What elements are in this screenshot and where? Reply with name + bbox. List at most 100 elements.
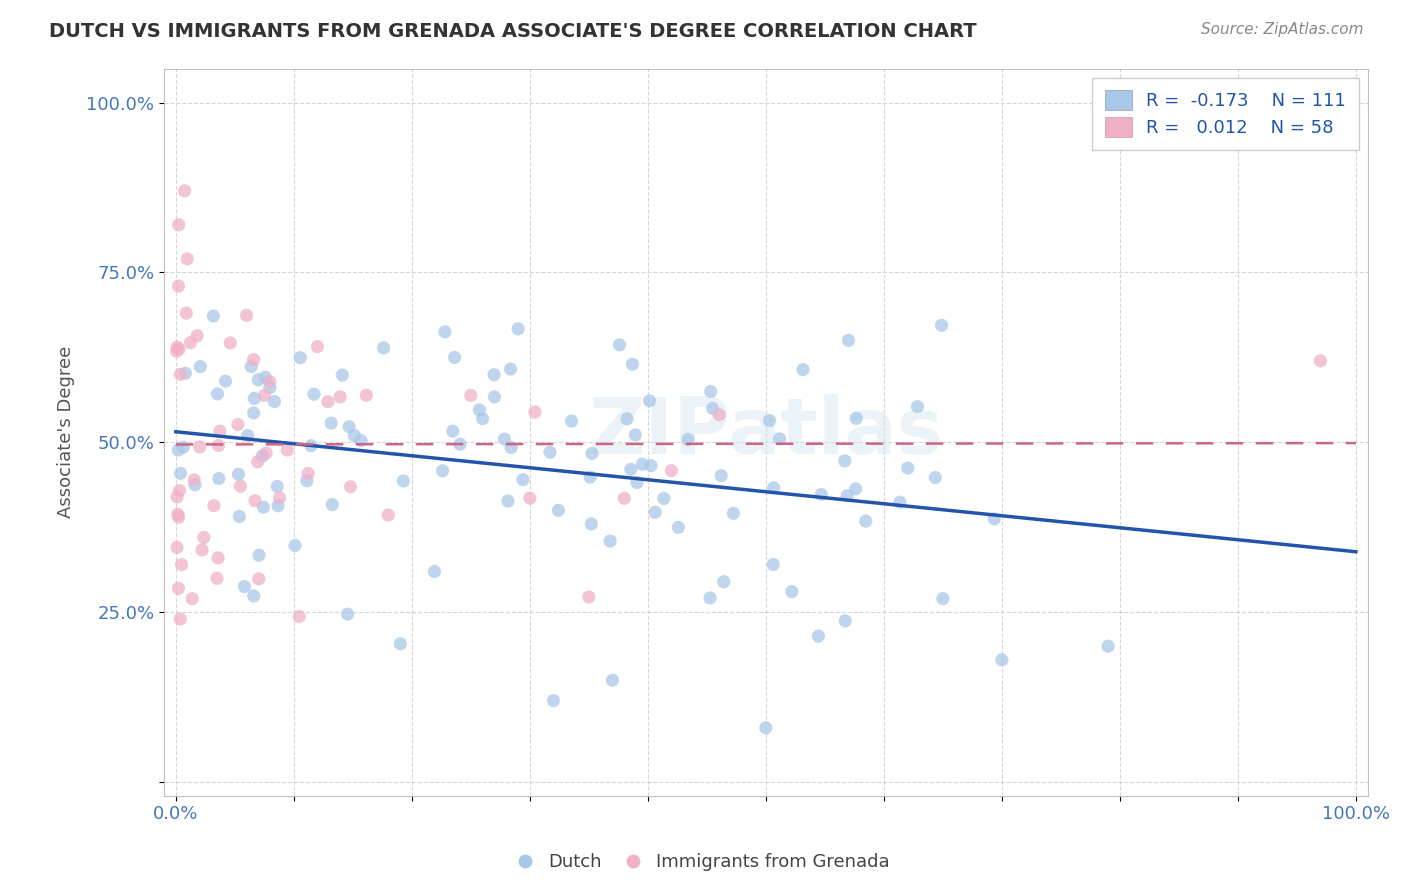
Point xyxy=(183,473,205,487)
Point xyxy=(166,490,188,504)
Point xyxy=(302,387,325,401)
Point xyxy=(845,411,868,425)
Text: DUTCH VS IMMIGRANTS FROM GRENADA ASSOCIATE'S DEGREE CORRELATION CHART: DUTCH VS IMMIGRANTS FROM GRENADA ASSOCIA… xyxy=(49,22,977,41)
Point xyxy=(638,393,661,408)
Point xyxy=(449,437,471,451)
Point xyxy=(699,591,721,605)
Point xyxy=(181,591,204,606)
Point xyxy=(186,328,208,343)
Point xyxy=(932,591,955,606)
Point xyxy=(267,499,290,513)
Point xyxy=(169,612,191,626)
Point xyxy=(837,489,859,503)
Point xyxy=(350,434,373,448)
Point xyxy=(433,325,456,339)
Point xyxy=(762,481,785,495)
Point xyxy=(253,388,276,402)
Point xyxy=(193,531,215,545)
Point xyxy=(620,462,643,476)
Point xyxy=(519,491,541,505)
Point xyxy=(460,388,482,402)
Point xyxy=(254,370,277,384)
Point xyxy=(837,334,859,348)
Point xyxy=(176,252,198,266)
Point xyxy=(169,368,191,382)
Point xyxy=(184,477,207,491)
Point xyxy=(167,218,190,232)
Legend: R =  -0.173    N = 111, R =   0.012    N = 58: R = -0.173 N = 111, R = 0.012 N = 58 xyxy=(1092,78,1358,150)
Point xyxy=(167,582,190,596)
Point xyxy=(173,184,195,198)
Point xyxy=(316,394,339,409)
Point xyxy=(276,442,298,457)
Point xyxy=(443,351,465,365)
Point xyxy=(329,390,352,404)
Point xyxy=(834,454,856,468)
Point xyxy=(652,491,675,506)
Point xyxy=(269,491,291,505)
Point xyxy=(179,335,201,350)
Point xyxy=(392,474,415,488)
Point xyxy=(710,468,733,483)
Point xyxy=(169,467,191,481)
Point xyxy=(599,534,621,549)
Point xyxy=(547,503,569,517)
Point xyxy=(321,416,343,430)
Point xyxy=(621,357,644,371)
Point xyxy=(236,428,259,442)
Point xyxy=(1309,353,1331,368)
Point xyxy=(252,500,274,515)
Point xyxy=(166,344,188,359)
Point xyxy=(330,368,353,382)
Point xyxy=(233,580,256,594)
Point xyxy=(560,414,582,428)
Point xyxy=(219,335,242,350)
Point xyxy=(242,406,264,420)
Point xyxy=(484,390,506,404)
Point xyxy=(247,373,270,387)
Point xyxy=(494,432,516,446)
Point xyxy=(284,539,307,553)
Point xyxy=(631,457,654,471)
Point xyxy=(661,464,683,478)
Point xyxy=(432,464,454,478)
Point xyxy=(931,318,953,333)
Point xyxy=(166,508,188,522)
Point xyxy=(297,467,319,481)
Point xyxy=(240,359,263,374)
Point xyxy=(609,338,631,352)
Point xyxy=(762,558,785,572)
Point xyxy=(616,412,638,426)
Point xyxy=(506,322,529,336)
Text: Source: ZipAtlas.com: Source: ZipAtlas.com xyxy=(1201,22,1364,37)
Point xyxy=(768,432,790,446)
Point xyxy=(758,413,780,427)
Point xyxy=(501,441,523,455)
Point xyxy=(170,558,193,572)
Point xyxy=(290,351,312,365)
Point xyxy=(496,494,519,508)
Point xyxy=(339,480,361,494)
Point xyxy=(243,493,266,508)
Point xyxy=(307,340,329,354)
Point xyxy=(337,419,360,434)
Point xyxy=(855,514,877,528)
Point xyxy=(167,342,190,356)
Point xyxy=(471,411,494,425)
Point xyxy=(983,512,1005,526)
Point xyxy=(226,417,249,432)
Point xyxy=(243,392,266,406)
Point xyxy=(538,445,561,459)
Point xyxy=(167,279,190,293)
Point xyxy=(295,474,318,488)
Point xyxy=(288,609,311,624)
Point xyxy=(259,375,281,389)
Point xyxy=(373,341,395,355)
Point xyxy=(699,384,721,399)
Point xyxy=(252,449,274,463)
Point xyxy=(523,405,546,419)
Point xyxy=(207,387,229,401)
Point xyxy=(907,400,929,414)
Point xyxy=(543,693,565,707)
Point xyxy=(578,590,600,604)
